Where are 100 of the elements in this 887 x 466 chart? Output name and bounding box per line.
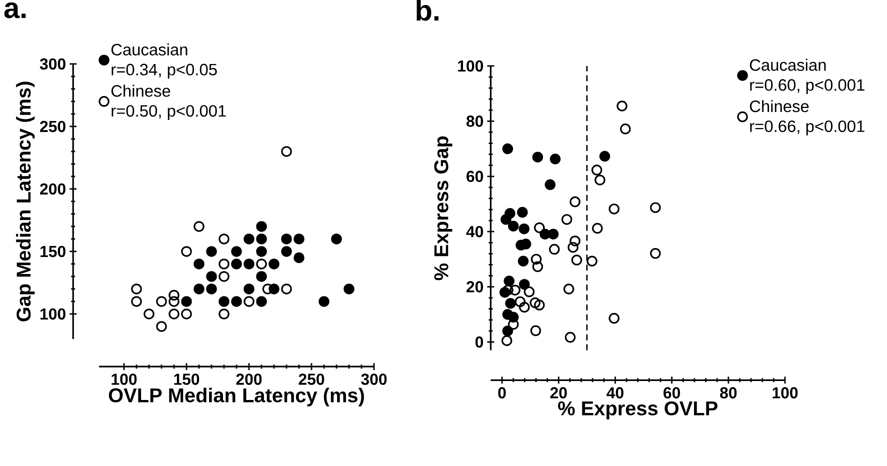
y-tick-label: 200	[40, 183, 66, 195]
point	[586, 256, 598, 267]
point	[504, 276, 514, 286]
y-tick-label: 60	[466, 170, 484, 182]
chart-title: b.	[416, 0, 438, 21]
x-axis-title: OVLP Median Latency (ms)	[108, 388, 364, 406]
point	[231, 246, 242, 257]
point	[500, 214, 512, 225]
x-tick-label: 300	[361, 374, 387, 385]
point	[532, 261, 544, 272]
point	[194, 221, 204, 232]
point	[206, 246, 217, 257]
y-tick-label: 80	[466, 116, 484, 127]
point	[594, 174, 606, 186]
point	[331, 234, 342, 244]
point	[561, 214, 572, 225]
x-tick-label: 20	[550, 387, 567, 398]
point	[608, 204, 620, 214]
point	[256, 234, 267, 244]
legend-label: Chinese	[111, 84, 170, 97]
x-tick-label: 0	[498, 387, 506, 398]
point	[505, 298, 516, 309]
y-tick-label: 0	[475, 336, 484, 348]
point	[256, 246, 267, 257]
point	[294, 234, 304, 244]
point	[231, 296, 242, 307]
x-tick-label: 80	[720, 387, 737, 398]
point	[168, 290, 180, 301]
point	[218, 296, 230, 307]
annotation: r=0.60, p<0.001	[750, 79, 864, 94]
annotation: r=0.50, p<0.001	[112, 105, 226, 120]
point	[218, 258, 230, 270]
point	[281, 234, 292, 244]
point	[650, 248, 661, 259]
x-tick-label: 60	[664, 387, 680, 398]
x-tick-label: 200	[236, 374, 262, 385]
point	[318, 296, 330, 307]
point	[281, 246, 292, 257]
point	[501, 335, 512, 346]
point	[194, 284, 204, 294]
point	[218, 234, 230, 244]
point	[181, 296, 192, 307]
point	[519, 302, 530, 313]
point	[534, 222, 545, 234]
point	[599, 150, 610, 162]
point	[156, 296, 167, 307]
point	[256, 221, 267, 232]
x-tick-label: 100	[112, 374, 137, 385]
point	[256, 271, 267, 282]
point	[519, 278, 530, 290]
point	[244, 296, 254, 307]
point	[281, 284, 292, 294]
point	[218, 308, 230, 320]
point	[530, 254, 542, 265]
point	[548, 244, 560, 255]
point	[550, 154, 561, 164]
legend-label: Caucasian	[750, 58, 826, 71]
point	[548, 228, 559, 240]
y-tick-label: 100	[40, 308, 66, 320]
y-tick-label: 100	[458, 60, 484, 72]
point	[502, 143, 514, 154]
point	[530, 325, 542, 336]
y-tick-label: 250	[40, 120, 66, 132]
legend-label: Caucasian	[111, 43, 188, 56]
point	[206, 271, 217, 282]
point	[524, 286, 535, 298]
point	[244, 234, 254, 244]
point	[570, 236, 580, 246]
y-tick-label: 300	[40, 58, 66, 70]
point	[608, 312, 620, 324]
point	[530, 297, 541, 308]
point	[218, 271, 230, 282]
point	[591, 164, 602, 176]
point	[518, 256, 529, 267]
point	[244, 258, 254, 270]
x-tick-label: 100	[772, 387, 798, 398]
point	[571, 254, 582, 266]
point	[294, 252, 304, 264]
point	[194, 258, 204, 270]
point	[564, 332, 576, 343]
point	[517, 206, 528, 218]
legend-label: Chinese	[750, 100, 809, 112]
y-axis-title: % Express Gap	[434, 136, 452, 280]
point	[168, 296, 180, 307]
point	[244, 284, 254, 294]
point	[281, 146, 292, 157]
chart-title: a.	[4, 2, 26, 18]
point	[181, 246, 192, 257]
point	[144, 308, 154, 320]
point	[544, 179, 556, 190]
point	[510, 284, 520, 296]
point	[256, 258, 267, 270]
point	[570, 196, 580, 208]
point	[616, 100, 628, 112]
x-tick-label: 40	[606, 387, 624, 398]
point	[131, 284, 142, 294]
x-tick-label: 250	[298, 374, 324, 385]
x-tick-label: 150	[174, 374, 200, 385]
point	[514, 296, 526, 308]
y-axis-title: Gap Median Latency (ms)	[16, 82, 35, 322]
